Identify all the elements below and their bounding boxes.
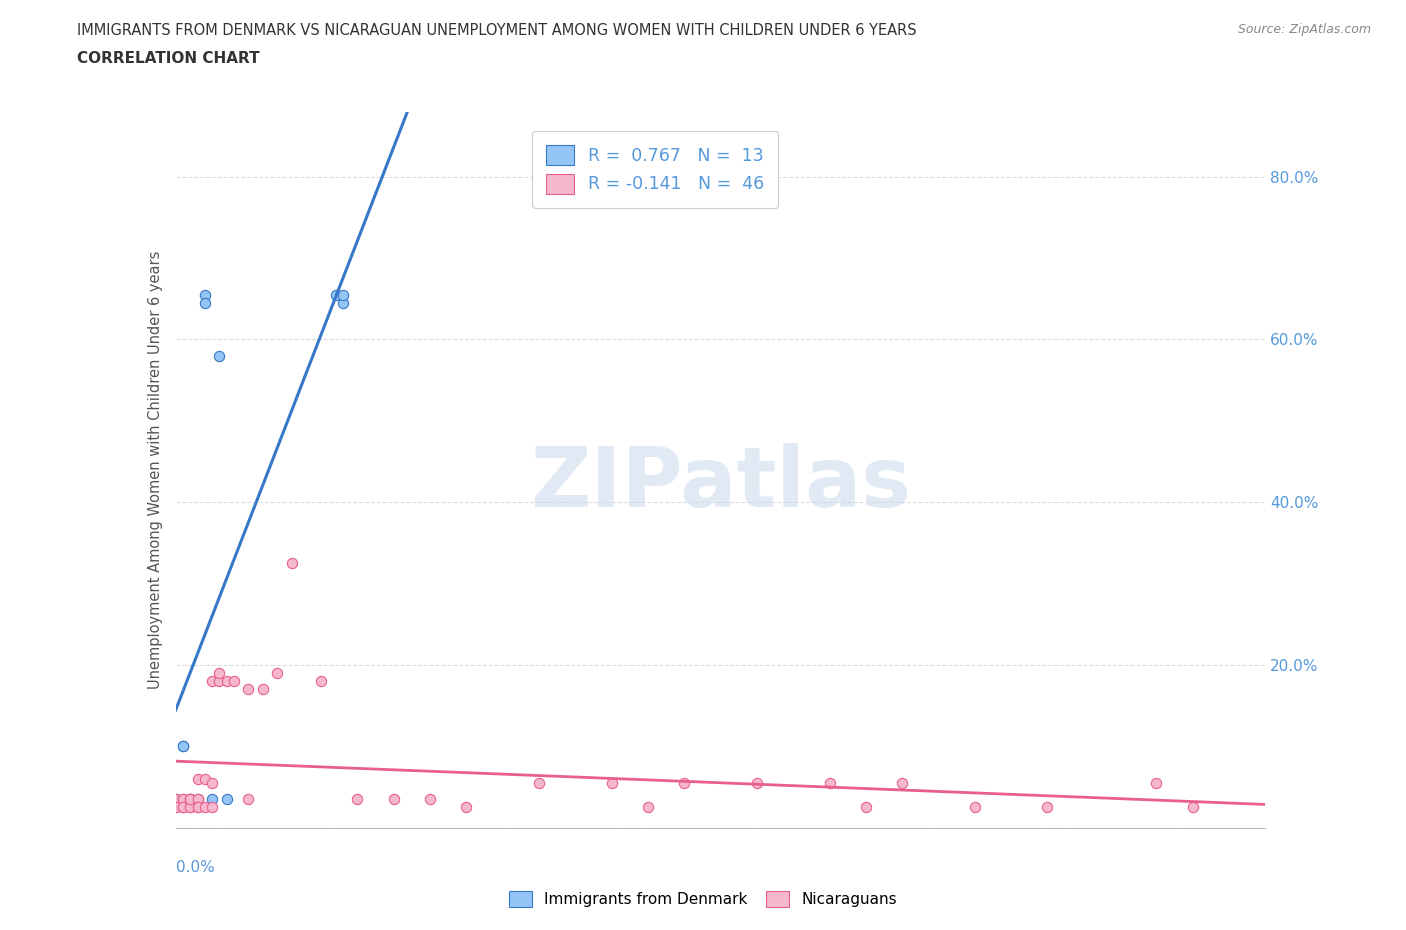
Point [165,791,187,806]
Point [600,776,623,790]
Point [172,791,194,806]
Point [194,287,217,302]
Point [281,556,304,571]
Point [172,791,194,806]
Point [201,673,224,688]
Point [179,800,201,815]
Point [179,800,201,815]
Point [186,791,209,806]
Point [382,791,405,806]
Point [194,800,217,815]
Point [855,800,877,815]
Point [456,800,478,815]
Point [346,791,368,806]
Point [222,673,245,688]
Point [332,296,354,311]
Text: 0.0%: 0.0% [176,860,215,875]
Point [238,791,260,806]
Point [186,800,209,815]
Point [208,666,231,681]
Point [527,776,550,790]
Text: ZIPatlas: ZIPatlas [530,444,911,525]
Point [745,776,768,790]
Point [325,287,347,302]
Point [172,738,194,753]
Point [215,673,238,688]
Point [201,800,224,815]
Point [186,772,209,787]
Point [179,791,201,806]
Point [201,791,224,806]
Point [179,791,201,806]
Point [1146,776,1168,790]
Point [194,772,217,787]
Point [165,800,187,815]
Point [419,791,441,806]
Point [172,738,194,753]
Legend: R =  0.767   N =  13, R = -0.141   N =  46: R = 0.767 N = 13, R = -0.141 N = 46 [533,131,778,207]
Point [1036,800,1059,815]
Text: Source: ZipAtlas.com: Source: ZipAtlas.com [1237,23,1371,36]
Point [186,791,209,806]
Text: IMMIGRANTS FROM DENMARK VS NICARAGUAN UNEMPLOYMENT AMONG WOMEN WITH CHILDREN UND: IMMIGRANTS FROM DENMARK VS NICARAGUAN UN… [77,23,917,38]
Point [673,776,696,790]
Y-axis label: Unemployment Among Women with Children Under 6 years: Unemployment Among Women with Children U… [148,250,163,689]
Point [891,776,914,790]
Point [201,776,224,790]
Point [637,800,659,815]
Point [1181,800,1204,815]
Point [252,682,274,697]
Point [186,800,209,815]
Point [179,791,201,806]
Point [172,800,194,815]
Point [818,776,841,790]
Point [332,287,354,302]
Point [194,296,217,311]
Point [208,673,231,688]
Text: CORRELATION CHART: CORRELATION CHART [77,51,260,66]
Point [309,673,332,688]
Point [215,791,238,806]
Legend: Immigrants from Denmark, Nicaraguans: Immigrants from Denmark, Nicaraguans [502,883,904,915]
Point [179,791,201,806]
Point [165,791,187,806]
Point [266,666,288,681]
Point [208,349,231,364]
Point [238,682,260,697]
Point [172,800,194,815]
Point [963,800,986,815]
